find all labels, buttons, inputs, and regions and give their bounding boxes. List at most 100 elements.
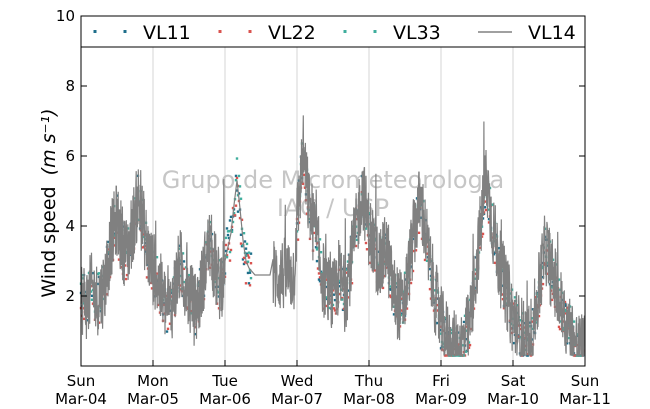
x-tick-label-day: Tue xyxy=(211,372,238,390)
data-point-vl33 xyxy=(388,285,392,288)
data-point-vl33 xyxy=(346,260,350,263)
data-point-vl22 xyxy=(303,186,307,189)
data-point-vl11 xyxy=(333,298,337,302)
data-point-vl22 xyxy=(517,335,521,338)
data-point-vl11 xyxy=(234,174,238,178)
data-point-vl33 xyxy=(572,320,576,323)
data-point-vl33 xyxy=(315,248,319,251)
data-point-vl33 xyxy=(403,271,407,274)
data-point-vl22 xyxy=(248,284,252,287)
data-point-vl22 xyxy=(332,307,336,310)
data-point-vl22 xyxy=(246,254,250,257)
data-point-vl22 xyxy=(240,218,244,221)
data-point-vl22 xyxy=(417,231,421,235)
data-point-vl33 xyxy=(364,227,368,230)
data-point-vl33 xyxy=(433,289,437,292)
data-point-vl22 xyxy=(189,309,193,313)
data-point-vl22 xyxy=(124,277,128,281)
data-point-vl22 xyxy=(312,231,316,235)
x-tick-label-date: Mar-07 xyxy=(271,390,323,408)
data-point-vl22 xyxy=(150,287,154,290)
legend-entry-vl33: VL33 xyxy=(343,22,441,44)
data-point-vl33 xyxy=(237,174,241,178)
data-point-vl33 xyxy=(564,308,568,312)
data-point-vl33 xyxy=(307,217,311,221)
data-point-vl22 xyxy=(435,303,439,307)
legend-marker xyxy=(93,30,97,33)
data-point-vl22 xyxy=(364,241,368,245)
data-point-vl22 xyxy=(302,173,306,176)
data-point-vl22 xyxy=(249,262,253,265)
data-point-vl22 xyxy=(350,282,354,285)
data-point-vl33 xyxy=(234,178,238,182)
data-point-vl11 xyxy=(424,219,428,222)
data-point-vl11 xyxy=(392,313,396,316)
data-point-vl11 xyxy=(248,271,252,274)
data-point-vl33 xyxy=(450,328,454,332)
data-point-vl33 xyxy=(227,230,231,233)
series-layer xyxy=(79,115,586,357)
data-point-vl22 xyxy=(229,248,233,252)
y-axis: 2 4 6 8 10 xyxy=(56,7,585,305)
data-point-vl11 xyxy=(236,210,240,213)
data-point-vl33 xyxy=(242,231,246,235)
data-point-vl11 xyxy=(228,219,232,222)
y-tick-label: 8 xyxy=(65,77,75,95)
data-point-vl22 xyxy=(487,221,491,224)
data-point-vl22 xyxy=(550,298,554,302)
legend-marker xyxy=(123,30,127,33)
legend-label: VL33 xyxy=(393,22,441,44)
data-point-vl22 xyxy=(481,232,485,236)
data-point-vl22 xyxy=(296,238,300,241)
data-point-vl22 xyxy=(467,346,471,349)
data-point-vl11 xyxy=(224,249,228,253)
x-tick-label-date: Mar-08 xyxy=(343,390,395,408)
data-point-vl33 xyxy=(246,260,250,263)
data-point-vl11 xyxy=(193,332,197,336)
data-point-vl22 xyxy=(501,297,505,301)
data-point-vl22 xyxy=(338,292,342,296)
y-tick-label: 4 xyxy=(65,217,75,235)
data-point-vl11 xyxy=(428,267,432,271)
data-point-vl22 xyxy=(166,327,170,331)
data-point-vl33 xyxy=(247,251,251,254)
data-point-vl22 xyxy=(125,273,129,277)
data-point-vl33 xyxy=(441,342,445,345)
data-point-vl11 xyxy=(483,206,487,209)
data-point-vl11 xyxy=(332,293,336,296)
data-point-vl33 xyxy=(461,344,465,347)
data-point-vl22 xyxy=(82,317,86,321)
data-point-vl33 xyxy=(177,247,181,250)
data-point-vl22 xyxy=(333,309,337,312)
data-point-vl33 xyxy=(182,280,186,284)
data-point-vl22 xyxy=(335,307,339,311)
data-point-vl11 xyxy=(318,280,322,283)
data-point-vl22 xyxy=(400,297,404,300)
legend-entry-vl14: VL14 xyxy=(478,22,576,44)
data-point-vl22 xyxy=(388,294,392,297)
data-point-vl33 xyxy=(392,305,396,308)
x-tick-label-day: Sun xyxy=(571,372,600,390)
data-point-vl33 xyxy=(340,298,344,301)
data-point-vl11 xyxy=(338,285,342,288)
data-point-vl33 xyxy=(467,341,471,344)
data-point-vl33 xyxy=(245,242,249,246)
legend-marker xyxy=(248,30,252,33)
data-point-vl33 xyxy=(241,244,245,247)
data-point-vl33 xyxy=(487,208,491,211)
data-point-vl22 xyxy=(425,252,429,255)
data-point-vl33 xyxy=(239,197,243,200)
data-point-vl22 xyxy=(247,256,251,259)
data-point-vl11 xyxy=(435,321,439,325)
data-point-vl22 xyxy=(468,343,472,347)
data-point-vl22 xyxy=(105,293,109,296)
data-point-vl11 xyxy=(209,238,213,241)
legend-label: VL22 xyxy=(268,22,316,44)
data-point-vl22 xyxy=(301,182,305,185)
data-point-vl33 xyxy=(235,157,239,160)
y-axis-label-text: Wind speed xyxy=(38,186,60,297)
data-point-vl11 xyxy=(247,282,251,285)
data-point-vl22 xyxy=(563,300,567,304)
data-point-vl22 xyxy=(405,307,409,310)
data-point-vl22 xyxy=(318,276,322,279)
